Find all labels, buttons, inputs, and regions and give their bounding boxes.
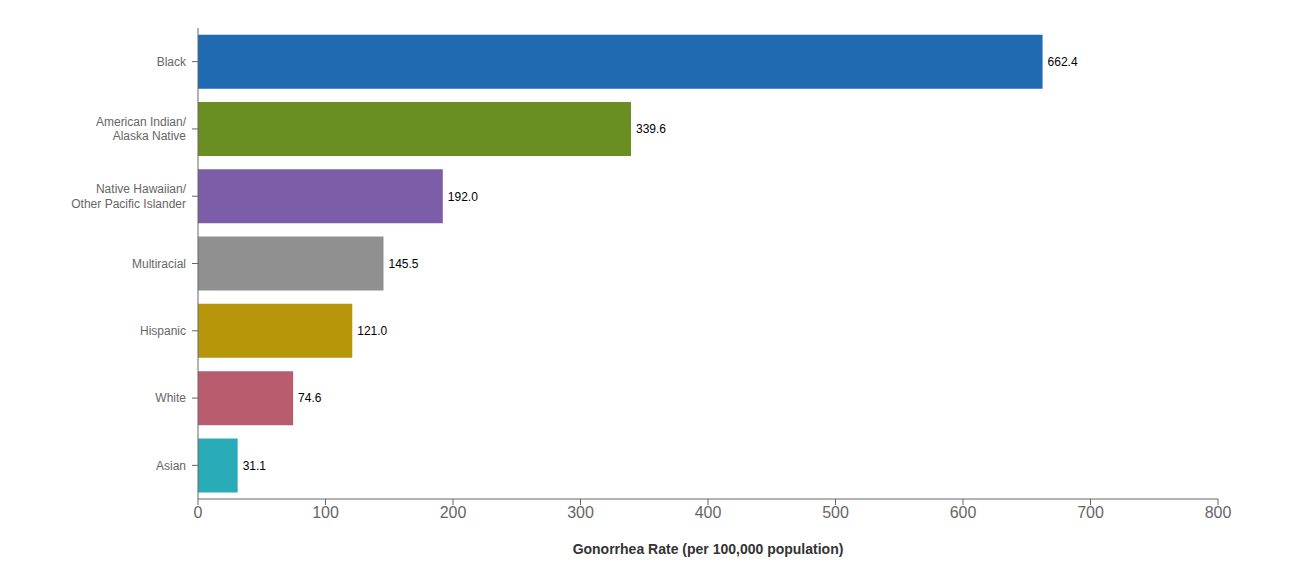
svg-text:600: 600 xyxy=(950,504,977,521)
svg-text:662.4: 662.4 xyxy=(1048,55,1078,69)
svg-text:100: 100 xyxy=(312,504,339,521)
svg-text:American Indian/Alaska Native: American Indian/Alaska Native xyxy=(96,115,187,143)
svg-text:500: 500 xyxy=(822,504,849,521)
svg-text:Multiracial: Multiracial xyxy=(132,257,186,271)
svg-text:Hispanic: Hispanic xyxy=(140,324,186,338)
svg-text:Black: Black xyxy=(157,55,187,69)
svg-text:200: 200 xyxy=(440,504,467,521)
svg-text:White: White xyxy=(155,391,186,405)
svg-text:Asian: Asian xyxy=(156,459,186,473)
svg-text:74.6: 74.6 xyxy=(298,391,322,405)
svg-text:145.5: 145.5 xyxy=(389,257,419,271)
svg-text:Gonorrhea Rate (per 100,000 po: Gonorrhea Rate (per 100,000 population) xyxy=(573,541,844,557)
svg-text:Native Hawaiian/Other Pacific: Native Hawaiian/Other Pacific Islander xyxy=(71,182,186,210)
svg-text:121.0: 121.0 xyxy=(357,324,387,338)
svg-text:31.1: 31.1 xyxy=(243,459,267,473)
svg-text:800: 800 xyxy=(1205,504,1232,521)
svg-text:300: 300 xyxy=(567,504,594,521)
svg-text:339.6: 339.6 xyxy=(636,122,666,136)
svg-text:400: 400 xyxy=(695,504,722,521)
svg-text:0: 0 xyxy=(194,504,203,521)
svg-text:700: 700 xyxy=(1077,504,1104,521)
svg-text:192.0: 192.0 xyxy=(448,190,478,204)
